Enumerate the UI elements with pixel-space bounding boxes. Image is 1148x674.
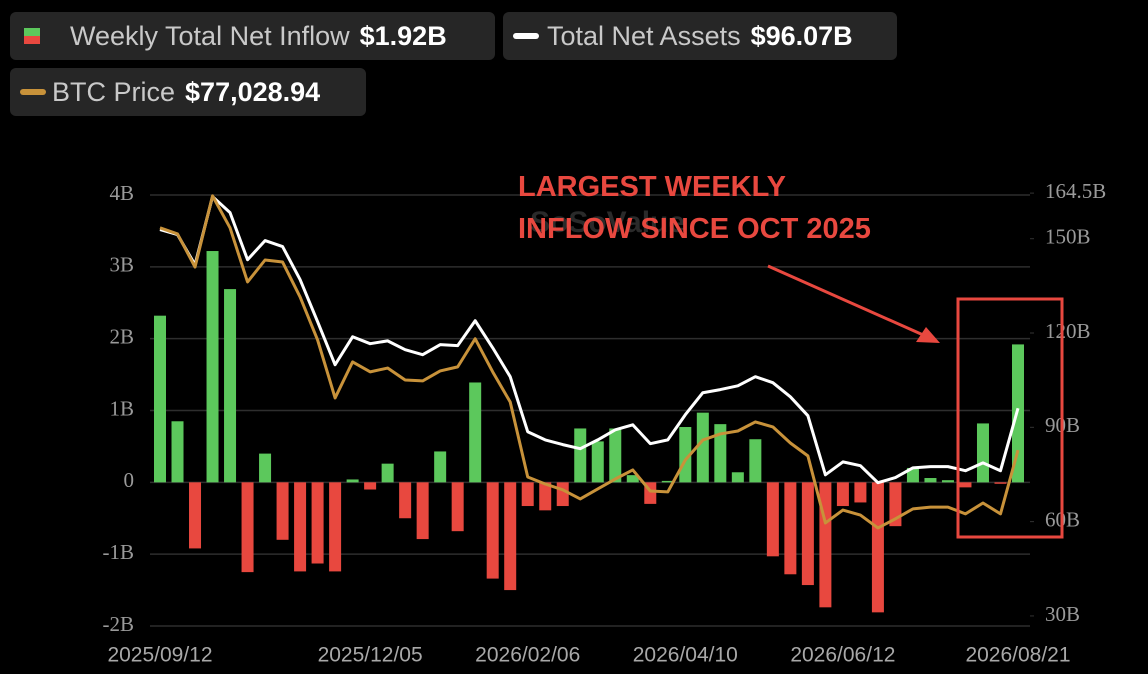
- legend-label: Total Net Assets: [547, 20, 741, 51]
- bar: [556, 482, 569, 507]
- x-tick-label: 2025/09/12: [107, 644, 212, 667]
- bar: [329, 482, 342, 572]
- legend-item[interactable]: Weekly Total Net Inflow $1.92B: [10, 12, 495, 60]
- bar: [381, 463, 394, 483]
- watermark: SoSoValue: [530, 206, 685, 239]
- legend-swatch: [513, 33, 539, 39]
- line: [159, 194, 1020, 530]
- bar: [591, 441, 604, 483]
- annotation-arrowhead: [916, 327, 940, 343]
- x-tick-label: 2026/08/21: [965, 644, 1070, 667]
- bar: [994, 482, 1007, 484]
- bar: [539, 482, 552, 511]
- x-tick-label: 2026/06/12: [790, 644, 895, 667]
- y-tick-label: -2B: [103, 612, 135, 636]
- legend-label: BTC Price: [52, 76, 176, 107]
- x-tick-label: 2026/02/06: [475, 644, 580, 667]
- bar: [941, 480, 954, 483]
- bar: [574, 428, 587, 483]
- bar: [609, 428, 622, 483]
- y-tick-label: -1B: [103, 540, 135, 564]
- bar: [924, 478, 937, 483]
- bar: [434, 451, 447, 483]
- bar: [259, 453, 272, 483]
- bar: [171, 421, 184, 483]
- bar: [696, 412, 709, 483]
- bar: [976, 423, 989, 483]
- x-tick-label: 2025/12/05: [318, 644, 423, 667]
- bar: [714, 424, 727, 483]
- annotation: LARGEST WEEKLY: [518, 171, 786, 203]
- bar: [311, 482, 324, 564]
- bar: [749, 439, 762, 483]
- legend-value: $96.07B: [750, 20, 853, 51]
- y2-tick-label: 164.5B: [1045, 179, 1106, 203]
- line: [159, 195, 1020, 485]
- y-tick-label: 2B: [109, 324, 134, 348]
- legend-label: Weekly Total Net Inflow: [70, 20, 350, 51]
- legend-swatch: [24, 28, 40, 44]
- bar: [486, 482, 499, 579]
- x-tick-label: 2026/04/10: [633, 644, 738, 667]
- y-tick-label: 3B: [109, 253, 134, 277]
- legend-value: $77,028.94: [185, 76, 321, 107]
- bar: [836, 482, 849, 507]
- y-tick-label: 0: [124, 468, 135, 492]
- bar: [346, 479, 359, 483]
- bar: [801, 482, 814, 586]
- bar: [731, 472, 744, 483]
- bar: [469, 382, 482, 483]
- bar: [364, 482, 377, 490]
- legend-item[interactable]: Total Net Assets $96.07B: [503, 12, 897, 60]
- highlight-box: [956, 297, 1064, 539]
- bar: [784, 482, 797, 575]
- bar: [906, 467, 919, 483]
- bar: [854, 482, 867, 503]
- y2-tick-label: 150B: [1045, 225, 1091, 249]
- legend-value: $1.92B: [359, 20, 447, 51]
- legend-item[interactable]: BTC Price $77,028.94: [10, 68, 366, 116]
- bar: [451, 482, 464, 532]
- y2-tick-label: 30B: [1045, 602, 1080, 626]
- bar: [276, 482, 289, 540]
- bar: [294, 482, 307, 572]
- bar: [871, 482, 884, 613]
- legend-swatch: [20, 89, 46, 95]
- bar: [206, 251, 219, 483]
- bar: [504, 482, 517, 591]
- y2-tick-label: 120B: [1045, 319, 1091, 343]
- bar: [521, 482, 534, 507]
- bar: [399, 482, 412, 519]
- bar: [889, 482, 902, 527]
- bar: [224, 289, 237, 483]
- bar: [766, 482, 779, 557]
- bar: [626, 475, 639, 483]
- y-tick-label: 4B: [109, 181, 134, 205]
- annotation-arrow: [767, 264, 931, 340]
- y-tick-label: 1B: [109, 396, 134, 420]
- bar: [416, 482, 429, 540]
- bar: [154, 315, 166, 483]
- bar: [241, 482, 254, 573]
- bar: [189, 482, 202, 549]
- bar: [959, 482, 972, 488]
- annotation: INFLOW SINCE OCT 2025: [518, 213, 871, 245]
- bar: [661, 480, 674, 483]
